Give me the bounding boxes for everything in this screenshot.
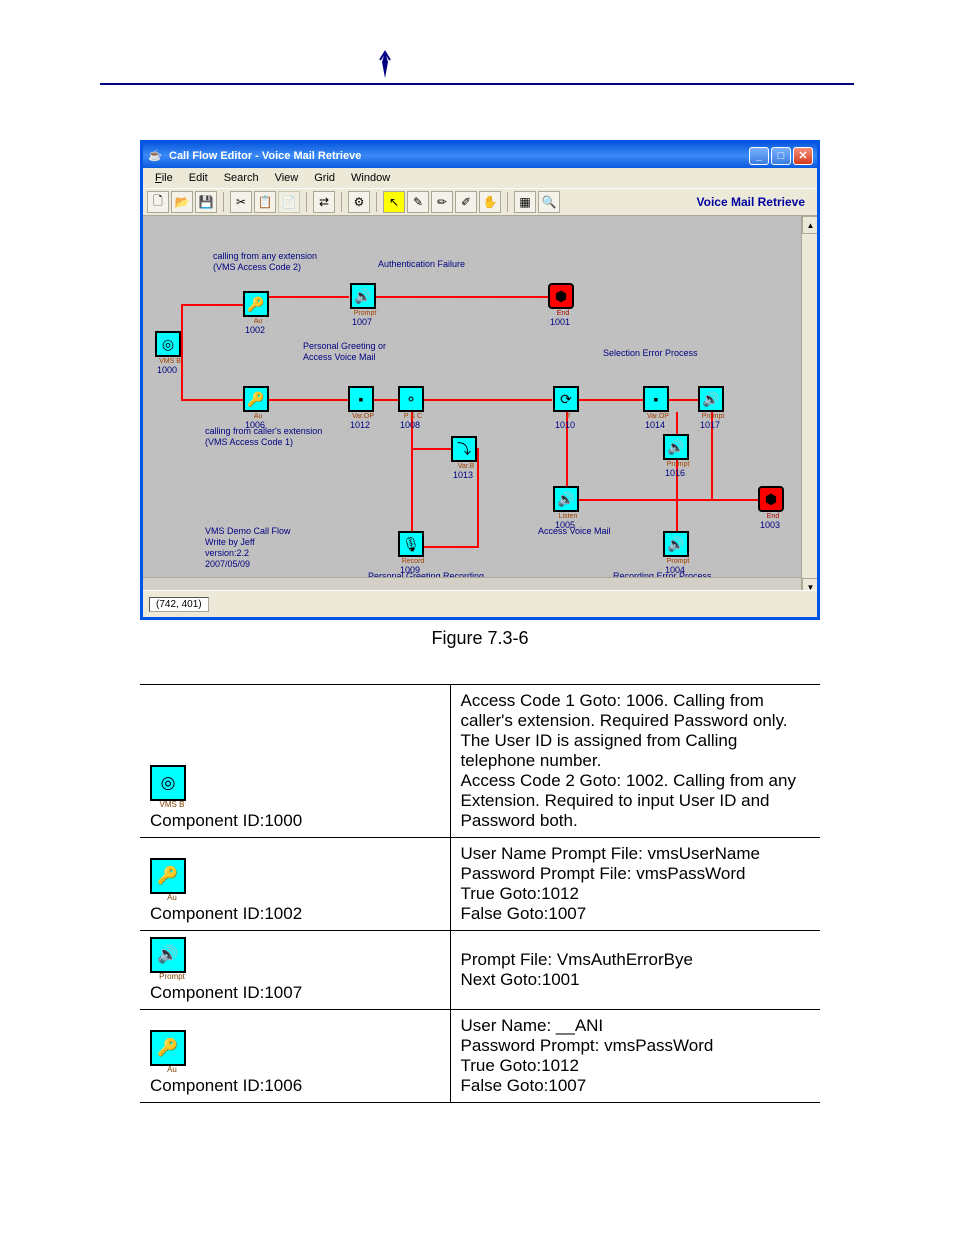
- node-auth[interactable]: 🔑Au1006: [243, 386, 269, 412]
- node-if[interactable]: ⟳If1010: [553, 386, 579, 412]
- table-row: 🔊Prompt Component ID:1007 Prompt File: Vms…: [140, 931, 820, 1010]
- link-button[interactable]: ⇄: [313, 191, 335, 213]
- close-button[interactable]: ✕: [793, 147, 813, 165]
- pencil1-button[interactable]: ✎: [407, 191, 429, 213]
- table-row: ◎VMS B Component ID:1000 Access Code 1 Got…: [140, 685, 820, 838]
- node-end[interactable]: ⬢End1001: [548, 283, 574, 309]
- node-auth[interactable]: 🔑Au1002: [243, 291, 269, 317]
- window-title: Call Flow Editor - Voice Mail Retrieve: [169, 150, 749, 162]
- node-prompt[interactable]: 🔊Prompt1007: [350, 283, 376, 309]
- toolbar: 🗋 📂 💾 ✂ 📋 📄 ⇄ ⚙ ↖ ✎ ✏ ✐ ✋ ▦ 🔍 Voice Mail…: [143, 188, 817, 216]
- node-start[interactable]: ◎VMS B1000: [155, 331, 181, 357]
- menubar: File Edit Search View Grid Window: [143, 168, 817, 188]
- component-icon-label: Prompt: [152, 972, 192, 981]
- component-desc-cell: Access Code 1 Goto: 1006. Calling from c…: [450, 685, 820, 838]
- component-id-cell: ◎VMS B Component ID:1000: [140, 685, 450, 838]
- flow-text: Personal Greeting or: [303, 341, 386, 351]
- flow-canvas[interactable]: calling from any extension (VMS Access C…: [143, 216, 817, 596]
- component-id-label: Component ID:1002: [150, 904, 440, 924]
- header-logo-icon: [370, 50, 400, 80]
- vertical-scrollbar[interactable]: [801, 216, 817, 596]
- hand-button[interactable]: ✋: [479, 191, 501, 213]
- flow-text: Access Voice Mail: [303, 352, 376, 362]
- component-desc-cell: User Name Prompt File: vmsUserName Passw…: [450, 838, 820, 931]
- node-pc[interactable]: ⚬P & C1008: [398, 386, 424, 412]
- page-header: [100, 55, 854, 85]
- new-button[interactable]: 🗋: [147, 191, 169, 213]
- menu-search[interactable]: Search: [216, 172, 267, 184]
- node-record[interactable]: 🎙Record1009: [398, 531, 424, 557]
- component-id-cell: 🔊Prompt Component ID:1007: [140, 931, 450, 1010]
- toolbar-label: Voice Mail Retrieve: [697, 195, 814, 209]
- table-row: 🔑Au Component ID:1002 User Name Prompt Fil…: [140, 838, 820, 931]
- node-listen[interactable]: 🔊Listen1005: [553, 486, 579, 512]
- flow-text: (VMS Access Code 1): [205, 437, 293, 447]
- node-varop[interactable]: ▪Var.OP1012: [348, 386, 374, 412]
- component-table: ◎VMS B Component ID:1000 Access Code 1 Got…: [140, 684, 820, 1103]
- zoom-button[interactable]: 🔍: [538, 191, 560, 213]
- menu-window[interactable]: Window: [343, 172, 398, 184]
- node-prompt[interactable]: 🔊Prompt1016: [663, 434, 689, 460]
- flow-text: version:2.2: [205, 548, 249, 558]
- component-id-label: Component ID:1007: [150, 983, 440, 1003]
- status-coords: (742, 401): [149, 597, 209, 612]
- component-icon: 🔑Au: [150, 858, 186, 894]
- flow-text: Write by Jeff: [205, 537, 255, 547]
- pencil2-button[interactable]: ✏: [431, 191, 453, 213]
- maximize-button[interactable]: □: [771, 147, 791, 165]
- menu-file[interactable]: File: [147, 172, 181, 184]
- save-button[interactable]: 💾: [195, 191, 217, 213]
- grid-button[interactable]: ▦: [514, 191, 536, 213]
- component-desc-cell: User Name: __ANI Password Prompt: vmsPas…: [450, 1010, 820, 1103]
- node-prompt[interactable]: 🔊Prompt1017: [698, 386, 724, 412]
- component-icon: 🔑Au: [150, 1030, 186, 1066]
- pencil3-button[interactable]: ✐: [455, 191, 477, 213]
- component-id-cell: 🔑Au Component ID:1002: [140, 838, 450, 931]
- window-controls: _ □ ✕: [749, 147, 813, 165]
- component-icon-label: VMS B: [152, 800, 192, 809]
- table-row: 🔑Au Component ID:1006 User Name: __ANI Pas…: [140, 1010, 820, 1103]
- component-id-cell: 🔑Au Component ID:1006: [140, 1010, 450, 1103]
- figure-caption: Figure 7.3-6: [140, 628, 820, 649]
- titlebar[interactable]: ☕ Call Flow Editor - Voice Mail Retrieve…: [143, 143, 817, 168]
- statusbar: (742, 401): [143, 590, 817, 617]
- component-icon: 🔊Prompt: [150, 937, 186, 973]
- menu-view[interactable]: View: [267, 172, 307, 184]
- horizontal-scrollbar[interactable]: [143, 577, 801, 590]
- component-desc-cell: Prompt File: VmsAuthErrorBye Next Goto:1…: [450, 931, 820, 1010]
- minimize-button[interactable]: _: [749, 147, 769, 165]
- node-end[interactable]: ⬢End1003: [758, 486, 784, 512]
- flow-text: 2007/05/09: [205, 559, 250, 569]
- paste-button[interactable]: 📄: [278, 191, 300, 213]
- gear-button[interactable]: ⚙: [348, 191, 370, 213]
- node-varb[interactable]: ⤵Var.B1013: [451, 436, 477, 462]
- component-id-label: Component ID:1006: [150, 1076, 440, 1096]
- flow-text: (VMS Access Code 2): [213, 262, 301, 272]
- flow-text: Selection Error Process: [603, 348, 698, 358]
- flow-text: Authentication Failure: [378, 259, 465, 269]
- open-button[interactable]: 📂: [171, 191, 193, 213]
- node-varop[interactable]: ▪Var.OP1014: [643, 386, 669, 412]
- app-window: ☕ Call Flow Editor - Voice Mail Retrieve…: [140, 140, 820, 620]
- cut-button[interactable]: ✂: [230, 191, 252, 213]
- component-id-label: Component ID:1000: [150, 811, 440, 831]
- flow-text: calling from any extension: [213, 251, 317, 261]
- app-icon: ☕: [147, 148, 163, 164]
- component-icon-label: Au: [152, 1065, 192, 1074]
- menu-edit[interactable]: Edit: [181, 172, 216, 184]
- pointer-button[interactable]: ↖: [383, 191, 405, 213]
- menu-grid[interactable]: Grid: [306, 172, 343, 184]
- node-prompt[interactable]: 🔊Prompt1004: [663, 531, 689, 557]
- component-icon: ◎VMS B: [150, 765, 186, 801]
- flow-text: VMS Demo Call Flow: [205, 526, 291, 536]
- component-icon-label: Au: [152, 893, 192, 902]
- copy-button[interactable]: 📋: [254, 191, 276, 213]
